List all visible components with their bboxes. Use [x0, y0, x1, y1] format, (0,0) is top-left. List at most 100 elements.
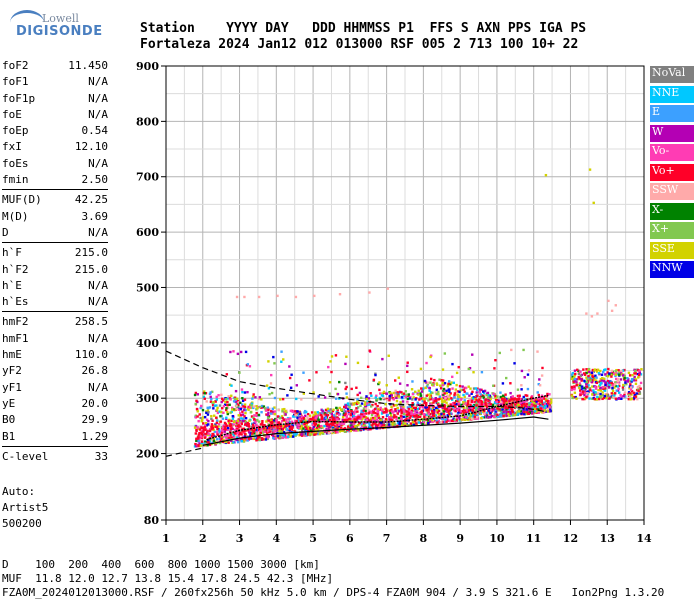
echo-point	[344, 410, 347, 413]
echo-point	[628, 386, 631, 390]
echo-point	[251, 423, 255, 426]
echo-point	[298, 410, 302, 414]
echo-point	[216, 433, 219, 436]
echo-point	[474, 396, 477, 400]
echo-point	[585, 312, 588, 315]
echo-point	[368, 423, 371, 427]
echo-point	[612, 395, 615, 399]
echo-point	[313, 294, 316, 298]
echo-point	[290, 373, 293, 376]
echo-point	[355, 426, 359, 429]
echo-point	[234, 389, 238, 393]
echo-point	[474, 387, 478, 390]
echo-point	[350, 421, 353, 425]
echo-point	[633, 372, 636, 375]
echo-point	[395, 403, 399, 407]
y-tick-label: 80	[144, 514, 160, 527]
echo-point	[634, 395, 637, 398]
echo-point	[486, 411, 489, 414]
echo-point	[270, 419, 273, 422]
echo-point	[371, 416, 375, 420]
echo-point	[401, 400, 405, 403]
echo-point	[468, 406, 471, 409]
echo-point	[538, 384, 542, 387]
echo-point	[594, 374, 597, 377]
echo-point	[355, 386, 358, 389]
echo-point	[241, 413, 245, 416]
param-key: h`E	[2, 278, 22, 292]
echo-point	[257, 397, 261, 401]
echo-point	[202, 395, 206, 399]
echo-point	[471, 404, 475, 408]
echo-point	[289, 417, 292, 420]
echo-point	[248, 428, 251, 431]
y-tick-label: 600	[136, 226, 159, 239]
echo-point	[517, 412, 520, 415]
echo-point	[411, 392, 415, 396]
echo-point	[375, 419, 379, 423]
echo-point	[204, 432, 207, 436]
echo-point	[226, 426, 230, 430]
echo-point	[428, 412, 432, 416]
echo-point	[299, 420, 303, 423]
echo-point	[322, 419, 326, 422]
echo-point	[529, 401, 532, 405]
echo-point	[223, 430, 227, 433]
echo-point	[518, 394, 521, 397]
echo-point	[236, 440, 240, 444]
echo-point	[546, 410, 549, 413]
echo-point	[541, 407, 544, 411]
echo-point	[425, 401, 428, 405]
echo-point	[241, 410, 244, 413]
echo-point	[433, 400, 436, 403]
echo-point	[599, 381, 603, 385]
echo-point	[580, 385, 584, 388]
echo-point	[605, 374, 608, 377]
echo-point	[440, 417, 444, 420]
echo-point	[255, 414, 258, 418]
echo-point	[314, 416, 318, 420]
echo-point	[581, 397, 584, 401]
echo-point	[450, 407, 454, 411]
echo-point	[199, 444, 202, 447]
echo-point	[585, 368, 588, 371]
echo-point	[218, 410, 221, 413]
echo-point	[360, 396, 363, 400]
echo-point	[218, 433, 222, 436]
echo-point	[352, 403, 355, 406]
param-value: N/A	[88, 295, 108, 309]
echo-point	[241, 397, 244, 400]
echo-point	[252, 405, 256, 408]
echo-point	[454, 390, 458, 393]
echo-point	[377, 416, 381, 420]
echo-point	[586, 391, 589, 395]
echo-point	[537, 398, 540, 402]
echo-point	[301, 428, 304, 432]
echo-point	[288, 429, 291, 433]
echo-point	[247, 431, 251, 434]
echo-point	[382, 411, 385, 414]
echo-point	[254, 430, 257, 434]
echo-point	[496, 395, 499, 398]
echo-point	[415, 411, 419, 414]
echo-point	[524, 394, 527, 397]
echo-point	[243, 295, 246, 299]
echo-point	[270, 427, 274, 431]
echo-point	[255, 437, 258, 440]
echo-point	[411, 380, 414, 383]
echo-point	[437, 398, 440, 401]
echo-point	[374, 422, 377, 425]
echo-point	[476, 417, 479, 420]
echo-point	[461, 385, 464, 388]
echo-point	[616, 389, 620, 392]
echo-point	[343, 405, 346, 409]
echo-point	[260, 398, 263, 401]
echo-point	[348, 417, 351, 420]
echo-point	[418, 419, 421, 422]
echo-point	[395, 396, 398, 400]
echo-point	[210, 423, 214, 426]
echo-point	[338, 427, 341, 430]
echo-point	[236, 438, 239, 441]
echo-point	[391, 418, 394, 422]
echo-point	[296, 410, 299, 413]
